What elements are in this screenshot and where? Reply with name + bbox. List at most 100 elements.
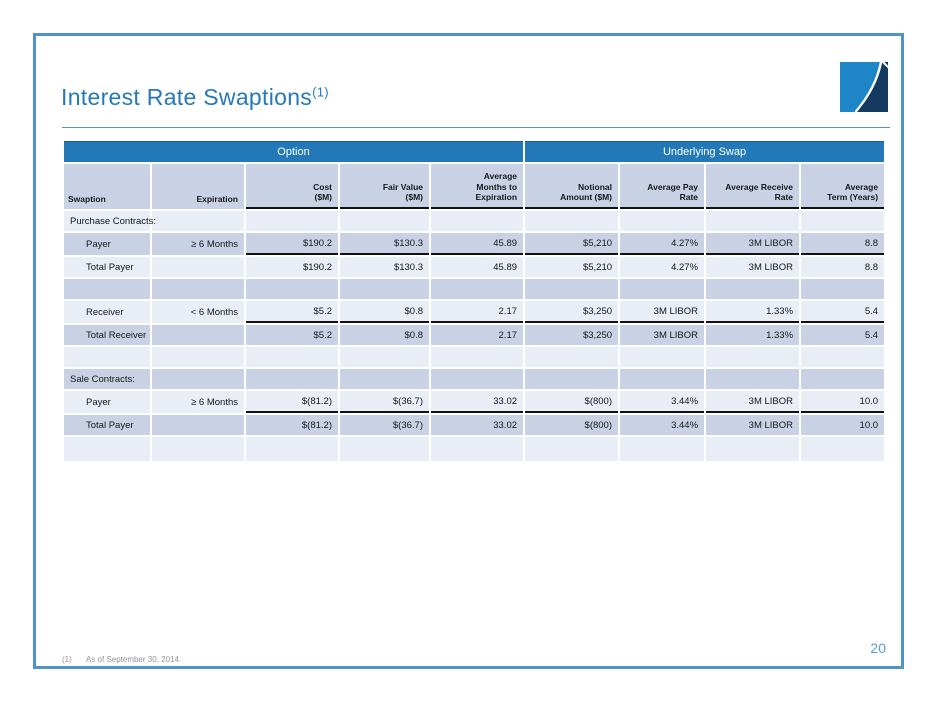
table-cell	[431, 347, 524, 367]
title-divider	[62, 127, 890, 128]
table-cell: 4.27%	[620, 233, 705, 255]
footnote-text: As of September 30, 2014.	[86, 655, 182, 664]
table-cell: 2.17	[431, 325, 524, 345]
table-cell: ≥ 6 Months	[152, 233, 244, 255]
table-row	[64, 437, 885, 461]
swaptions-table: Option Underlying Swap Swaption Expirati…	[62, 139, 886, 463]
column-header-fair-value: Fair Value ($M)	[340, 164, 429, 209]
table-cell	[152, 325, 244, 345]
table-cell: $0.8	[340, 301, 429, 323]
table-cell	[152, 347, 244, 367]
table-cell	[620, 369, 705, 389]
table-cell	[152, 369, 244, 389]
table-row	[64, 279, 885, 299]
table-cell: 2.17	[431, 301, 524, 323]
table-cell: 8.8	[801, 233, 885, 255]
table-cell: 10.0	[801, 391, 885, 413]
table-cell: 33.02	[431, 415, 524, 435]
table-cell: 1.33%	[706, 325, 800, 345]
row-label	[64, 279, 150, 299]
table-cell: $5,210	[525, 257, 619, 277]
row-label: Payer	[64, 233, 150, 255]
table-cell	[431, 437, 524, 461]
table-cell: $3,250	[525, 301, 619, 323]
table-cell: $(800)	[525, 391, 619, 413]
table-row	[64, 347, 885, 367]
table-cell: 3M LIBOR	[706, 415, 800, 435]
slide-border	[33, 33, 904, 669]
table-cell: $0.8	[340, 325, 429, 345]
table-cell	[706, 437, 800, 461]
table-cell: < 6 Months	[152, 301, 244, 323]
row-label: Total Receiver	[64, 325, 150, 345]
row-label: Purchase Contracts:	[64, 211, 156, 231]
table-cell: $5,210	[525, 233, 619, 255]
table-cell	[246, 211, 338, 231]
table-cell	[340, 437, 429, 461]
table-cell: ≥ 6 Months	[152, 391, 244, 413]
table-cell	[246, 437, 338, 461]
table-cell	[801, 369, 885, 389]
table-cell: $(800)	[525, 415, 619, 435]
table-cell	[152, 437, 244, 461]
table-cell	[706, 369, 800, 389]
table-row: Total Payer $(81.2) $(36.7) 33.02 $(800)…	[64, 415, 885, 435]
table-cell: 3M LIBOR	[706, 233, 800, 255]
table-cell	[340, 211, 429, 231]
table-cell: 45.89	[431, 233, 524, 255]
table-row: Total Payer $190.2 $130.3 45.89 $5,210 4…	[64, 257, 885, 277]
column-header-row: Swaption Expiration Cost ($M) Fair Value…	[64, 164, 885, 209]
table-row: Receiver < 6 Months $5.2 $0.8 2.17 $3,25…	[64, 301, 885, 323]
column-header-expiration: Expiration	[152, 164, 244, 209]
table-cell	[706, 347, 800, 367]
column-header-avg-months: Average Months to Expiration	[431, 164, 524, 209]
table-cell	[706, 211, 800, 231]
table-cell	[525, 211, 619, 231]
row-label: Payer	[64, 391, 150, 413]
table-cell	[340, 279, 429, 299]
table-cell: 3M LIBOR	[620, 325, 705, 345]
table-cell	[620, 279, 705, 299]
table-cell	[525, 347, 619, 367]
row-label: Total Payer	[64, 257, 150, 277]
table-row: Total Receiver $5.2 $0.8 2.17 $3,250 3M …	[64, 325, 885, 345]
table-cell	[801, 279, 885, 299]
table-cell	[801, 211, 885, 231]
table-row: Payer ≥ 6 Months $190.2 $130.3 45.89 $5,…	[64, 233, 885, 255]
table-cell: 45.89	[431, 257, 524, 277]
page-title-text: Interest Rate Swaptions	[61, 84, 313, 110]
table-cell	[246, 347, 338, 367]
table-cell	[431, 279, 524, 299]
table-cell: $5.2	[246, 301, 338, 323]
title-superscript: (1)	[312, 84, 329, 100]
table-cell: 3.44%	[620, 391, 705, 413]
company-logo-icon	[840, 62, 888, 112]
table-cell: $(81.2)	[246, 391, 338, 413]
table-cell	[431, 211, 524, 231]
table-cell	[431, 369, 524, 389]
table-cell	[620, 347, 705, 367]
table-row: Sale Contracts:	[64, 369, 885, 389]
table-cell	[152, 257, 244, 277]
group-header-underlying-swap: Underlying Swap	[525, 141, 885, 162]
page-title: Interest Rate Swaptions(1)	[61, 84, 329, 111]
table-cell: 3M LIBOR	[620, 301, 705, 323]
table-cell: $(81.2)	[246, 415, 338, 435]
table-cell: $(36.7)	[340, 415, 429, 435]
table-cell: 3.44%	[620, 415, 705, 435]
table-cell: $190.2	[246, 257, 338, 277]
table-cell: 1.33%	[706, 301, 800, 323]
page-number: 20	[870, 640, 886, 656]
table-cell: 4.27%	[620, 257, 705, 277]
table-cell	[801, 347, 885, 367]
table-cell: 10.0	[801, 415, 885, 435]
table-cell	[801, 437, 885, 461]
table-cell	[525, 369, 619, 389]
table-cell	[340, 369, 429, 389]
table-cell: 8.8	[801, 257, 885, 277]
table-cell: $3,250	[525, 325, 619, 345]
table-cell	[152, 279, 244, 299]
table-cell	[152, 415, 244, 435]
column-header-avg-receive-rate: Average Receive Rate	[706, 164, 800, 209]
table-cell	[340, 347, 429, 367]
